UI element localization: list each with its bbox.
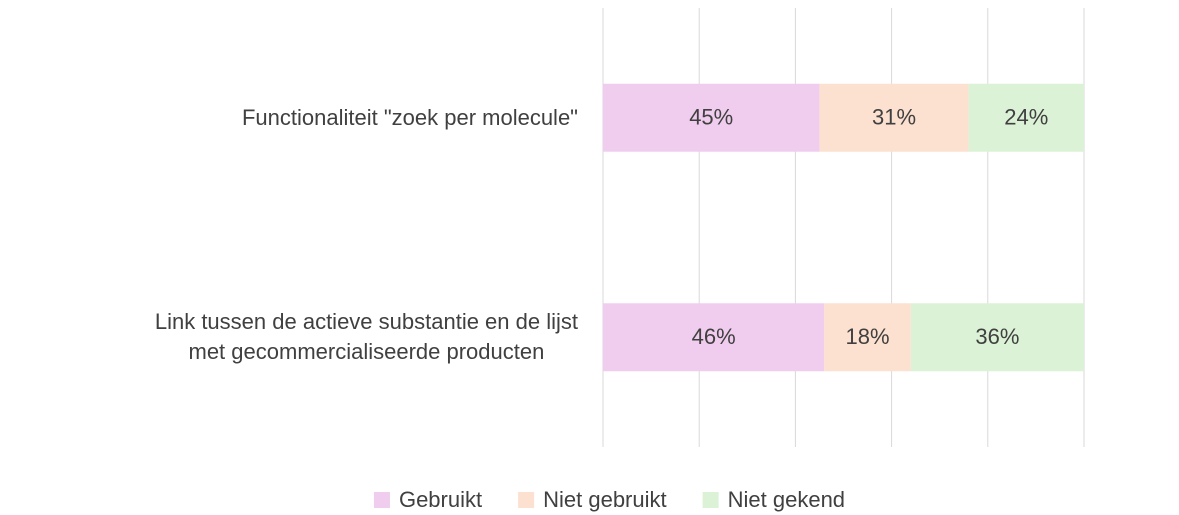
legend-swatch <box>518 492 535 508</box>
legend-swatch <box>373 492 390 508</box>
y-tick-label: Link tussen de actieve substantie en de … <box>154 309 578 365</box>
bar-segment <box>819 83 969 152</box>
bar-segment <box>910 303 1084 372</box>
legend-label: Niet gebruikt <box>543 487 667 512</box>
bar-segment <box>824 303 911 372</box>
legend-label: Niet gekend <box>728 487 845 512</box>
bar-segment <box>968 83 1084 152</box>
data-label: 24% <box>1004 105 1048 130</box>
legend-label: Gebruikt <box>399 487 482 512</box>
data-label: 18% <box>846 324 890 349</box>
legend-swatch <box>702 492 719 508</box>
data-label: 31% <box>872 105 916 130</box>
data-label: 45% <box>689 105 733 130</box>
y-tick-label: Functionaliteit "zoek per molecule" <box>241 104 578 130</box>
bar-segment <box>603 303 825 372</box>
bar-segment <box>603 83 820 152</box>
data-label: 46% <box>692 324 736 349</box>
data-label: 36% <box>975 324 1019 349</box>
